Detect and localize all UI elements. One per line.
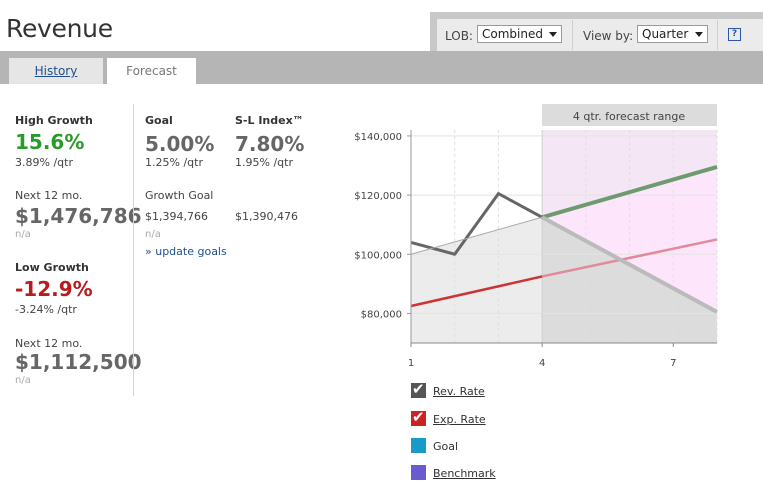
revenue-forecast-chart: $80,000 $100,000 $120,000 $140,000 1 4 7 4 qtr…	[354, 104, 718, 369]
rev-rate-checkbox[interactable]: ✔	[411, 380, 426, 398]
forecast-range-label: 4 qtr. forecast range	[573, 110, 685, 123]
chevron-down-icon	[549, 32, 557, 37]
x-tick-label: 4	[539, 358, 545, 369]
history-area	[411, 217, 543, 343]
low-growth-rate: -3.24% /qtr	[15, 303, 77, 316]
toolbar-divider	[572, 20, 573, 50]
exp-rate-checkbox[interactable]: ✔	[411, 408, 426, 426]
lob-selected-value: Combined	[482, 27, 543, 41]
tab-forecast[interactable]: Forecast	[107, 58, 196, 84]
series-line-low-growth	[541, 215, 718, 314]
series-line-exp-rate	[410, 275, 543, 308]
series-line-high-growth	[541, 165, 718, 220]
series-line-exp-rate-forecast	[541, 238, 718, 278]
chart-background	[411, 130, 717, 343]
goal-legend-label: Goal	[433, 440, 459, 453]
low-next-label: Next 12 mo.	[15, 337, 83, 350]
exp-rate-label[interactable]: Exp. Rate	[433, 413, 486, 426]
forecast-range-banner	[542, 104, 717, 126]
high-next-label: Next 12 mo.	[15, 189, 83, 202]
sl-index-label: S-L Index™	[235, 114, 304, 127]
high-growth-label: High Growth	[15, 114, 93, 127]
checkmark-icon: ✔	[412, 408, 425, 426]
y-tick-label: $140,000	[354, 132, 402, 143]
x-tick-label: 7	[670, 358, 676, 369]
high-next-note: n/a	[15, 229, 31, 240]
column-divider	[133, 104, 134, 396]
benchmark-label[interactable]: Benchmark	[433, 467, 496, 480]
chart-axes: $80,000 $100,000 $120,000 $140,000 1 4 7	[354, 130, 717, 369]
sl-index-value: 7.80%	[235, 132, 305, 156]
low-next-value: $1,112,500	[15, 350, 142, 374]
chart-series	[410, 165, 718, 314]
x-tick-label: 1	[408, 358, 414, 369]
growth-goal-value: $1,394,766	[145, 210, 208, 223]
high-growth-rate: 3.89% /qtr	[15, 156, 73, 169]
update-goals-link[interactable]: » update goals	[145, 245, 227, 258]
growth-goal-label: Growth Goal	[145, 189, 214, 202]
viewby-selected-value: Quarter	[642, 27, 689, 41]
high-next-value: $1,476,786	[15, 204, 142, 228]
low-growth-label: Low Growth	[15, 261, 89, 274]
toolbar-divider	[717, 20, 718, 50]
y-tick-label: $100,000	[354, 250, 402, 261]
chart-legend: ✔ Rev. Rate ✔ Exp. Rate Goal Benchmark	[411, 380, 611, 483]
goal-label: Goal	[145, 114, 173, 127]
y-tick-label: $80,000	[361, 309, 402, 320]
chart-grid	[410, 130, 718, 343]
viewby-select[interactable]: Quarter	[637, 25, 708, 43]
help-icon[interactable]: ?	[728, 28, 741, 41]
rev-rate-label[interactable]: Rev. Rate	[433, 385, 485, 398]
growth-index-value: $1,390,476	[235, 210, 298, 223]
viewby-label: View by:	[583, 29, 634, 43]
low-next-note: n/a	[15, 375, 31, 386]
low-growth-value: -12.9%	[15, 277, 93, 301]
goal-checkbox[interactable]	[411, 438, 426, 453]
sl-index-rate: 1.95% /qtr	[235, 156, 293, 169]
goal-value: 5.00%	[145, 132, 215, 156]
lob-select[interactable]: Combined	[477, 25, 562, 43]
y-tick-label: $120,000	[354, 191, 402, 202]
series-line-trend	[410, 216, 543, 255]
chevron-down-icon	[695, 32, 703, 37]
page-title: Revenue	[6, 14, 113, 43]
checkmark-icon: ✔	[412, 380, 425, 398]
goal-rate: 1.25% /qtr	[145, 156, 203, 169]
high-growth-value: 15.6%	[15, 130, 85, 154]
tab-history[interactable]: History	[9, 58, 103, 84]
growth-goal-note: n/a	[145, 229, 161, 240]
benchmark-checkbox[interactable]	[411, 465, 426, 480]
lob-label: LOB:	[445, 29, 473, 43]
